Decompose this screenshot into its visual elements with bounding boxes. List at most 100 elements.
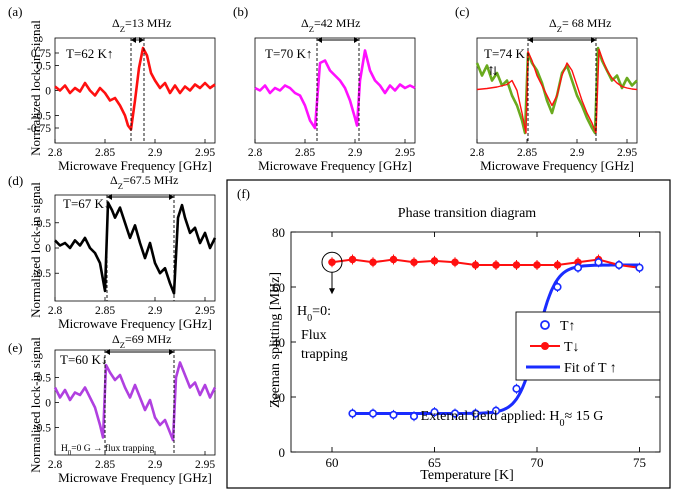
x-tick-label-c: 2.95 (617, 147, 637, 159)
series-line-b-0 (254, 49, 416, 130)
data-point-t-down (348, 255, 357, 264)
arrowhead-left-c (528, 37, 533, 43)
flux-trapping-arrowhead (329, 288, 335, 295)
data-point-t-up (491, 406, 501, 415)
x-tick-label-a: 2.95 (195, 147, 215, 159)
data-point-t-up (368, 409, 378, 418)
panel-label-e: (e) (8, 340, 22, 355)
temperature-label-e: T=60 K↓ (60, 352, 107, 367)
panel-label-a: (a) (8, 4, 22, 19)
data-point-t-down (369, 258, 377, 267)
temperature-label-a: T=62 K↑ (66, 46, 113, 61)
data-point-t-up (573, 263, 583, 272)
panel-f: (f) Phase transition diagram Zeeman spli… (226, 179, 671, 489)
x-tick-label-b: 2.8 (248, 147, 263, 159)
x-tick-label-a: 2.9 (148, 147, 163, 159)
annotation-e: H0=0 G → flux trapping (61, 443, 154, 457)
y-tick-label-e: 0 (45, 398, 51, 410)
y-tick-label-e: -0.5 (33, 423, 51, 435)
y-tick-label-f: 80 (272, 225, 285, 240)
data-point-t-down (533, 261, 541, 269)
x-tick-label-b: 2.85 (295, 147, 315, 159)
splitting-label-e: ΔZ=69 MHz (112, 332, 171, 350)
legend-label-fit: Fit of T ↑ (564, 361, 617, 376)
arrowhead-left-b (317, 37, 322, 43)
y-tick-label-f: 60 (272, 280, 285, 295)
ylabel-e: Normalized lock-in signal (28, 337, 43, 473)
legend-marker-t-down (541, 342, 549, 350)
arrowhead-right-e (169, 349, 174, 355)
data-point-t-up (409, 412, 419, 421)
x-tick-label-d: 2.95 (195, 305, 215, 317)
annotation-h0: H0=0: (297, 304, 331, 324)
xlabel-b: Microwave Frequency [GHz] (258, 158, 412, 173)
xlabel-e: Microwave Frequency [GHz] (58, 470, 212, 485)
data-point-t-down (451, 258, 459, 267)
legend-marker-t-up (540, 320, 550, 330)
y-tick-label-d: 0 (45, 243, 51, 255)
data-point-t-up (553, 282, 562, 292)
data-point-t-down (492, 261, 500, 269)
panel-label-f: (f) (237, 186, 250, 201)
data-point-t-up (430, 408, 439, 417)
x-tick-label-e: 2.85 (95, 459, 115, 471)
splitting-label-d: ΔZ=67.5 MHz (110, 173, 178, 191)
x-tick-label-e: 2.8 (48, 459, 63, 471)
x-tick-label-b: 2.95 (395, 147, 415, 159)
panel-label-c: (c) (455, 4, 469, 19)
data-point-t-up (450, 409, 460, 418)
ylabel-a: Normalized lock-in signal (28, 20, 43, 156)
data-point-t-up (348, 409, 357, 418)
data-point-t-down (410, 258, 418, 267)
data-point-t-up (594, 258, 603, 267)
splitting-label-a: ΔZ=13 MHz (112, 16, 171, 34)
legend-label-t-down: T↓ (564, 340, 580, 355)
data-point-t-down (471, 261, 480, 269)
xlabel-a: Microwave Frequency [GHz] (58, 158, 212, 173)
arrowhead-left-a (131, 37, 136, 43)
arrowhead-right-b (354, 37, 359, 43)
series-line-e-0 (53, 361, 217, 442)
series-line-t-down (331, 258, 640, 269)
temperature-label-c: T=74 K (484, 46, 526, 61)
plot-frame-c (476, 37, 638, 144)
arrowhead-right-d (169, 194, 174, 200)
chart-title-f: Phase transition diagram (398, 206, 537, 221)
xlabel-f: Temperature [K] (420, 468, 513, 483)
data-point-t-down (430, 257, 439, 265)
annotation-trapping: trapping (301, 347, 348, 362)
temperature-label-b: T=70 K↑ (265, 46, 312, 61)
x-tick-label-d: 2.9 (148, 305, 163, 317)
legend-f: T↑ T↓ Fit of T ↑ (515, 311, 661, 381)
data-point-t-up (471, 409, 480, 418)
panel-e: (e) Normalized lock-in signal 2.8 2.85 2.9… (8, 332, 217, 485)
arrowhead-right-a (139, 37, 144, 43)
data-point-t-up (389, 410, 398, 419)
data-point-t-up (512, 384, 521, 393)
xlabel-d: Microwave Frequency [GHz] (58, 316, 212, 331)
splitting-label-b: ΔZ=42 MHz (301, 16, 360, 34)
arrowhead-left-d (107, 194, 112, 200)
y-tick-label-a: 0.75 (31, 48, 51, 60)
x-tick-label-c: 2.9 (570, 147, 585, 159)
temperature-label-d: T=67 K↓ (63, 196, 110, 211)
y-tick-label-a: 0 (45, 86, 51, 98)
x-tick-label-f: 75 (633, 455, 646, 470)
arrowhead-right-c (591, 37, 596, 43)
ylabel-d: Normalized lock-in signal (28, 182, 43, 318)
data-point-t-down (328, 258, 336, 267)
y-tick-label-f: 20 (272, 390, 285, 405)
legend-label-t-up: T↑ (560, 319, 576, 334)
y-tick-label-d: 0.5 (37, 218, 52, 230)
arrowhead-left-e (105, 349, 110, 355)
panel-a: (a) Normalized lock-in signal 2.8 2.85 2.9… (8, 4, 216, 173)
splitting-label-c: ΔZ= 68 MHz (549, 16, 611, 34)
plot-frame-b (254, 37, 416, 144)
x-tick-label-d: 2.85 (95, 305, 115, 317)
y-tick-label-e: 0.5 (37, 373, 52, 385)
panel-label-b: (b) (233, 4, 248, 19)
y-tick-label-a: 0.5 (37, 61, 52, 73)
temperature-arrows-c: ⇅ (488, 64, 498, 78)
